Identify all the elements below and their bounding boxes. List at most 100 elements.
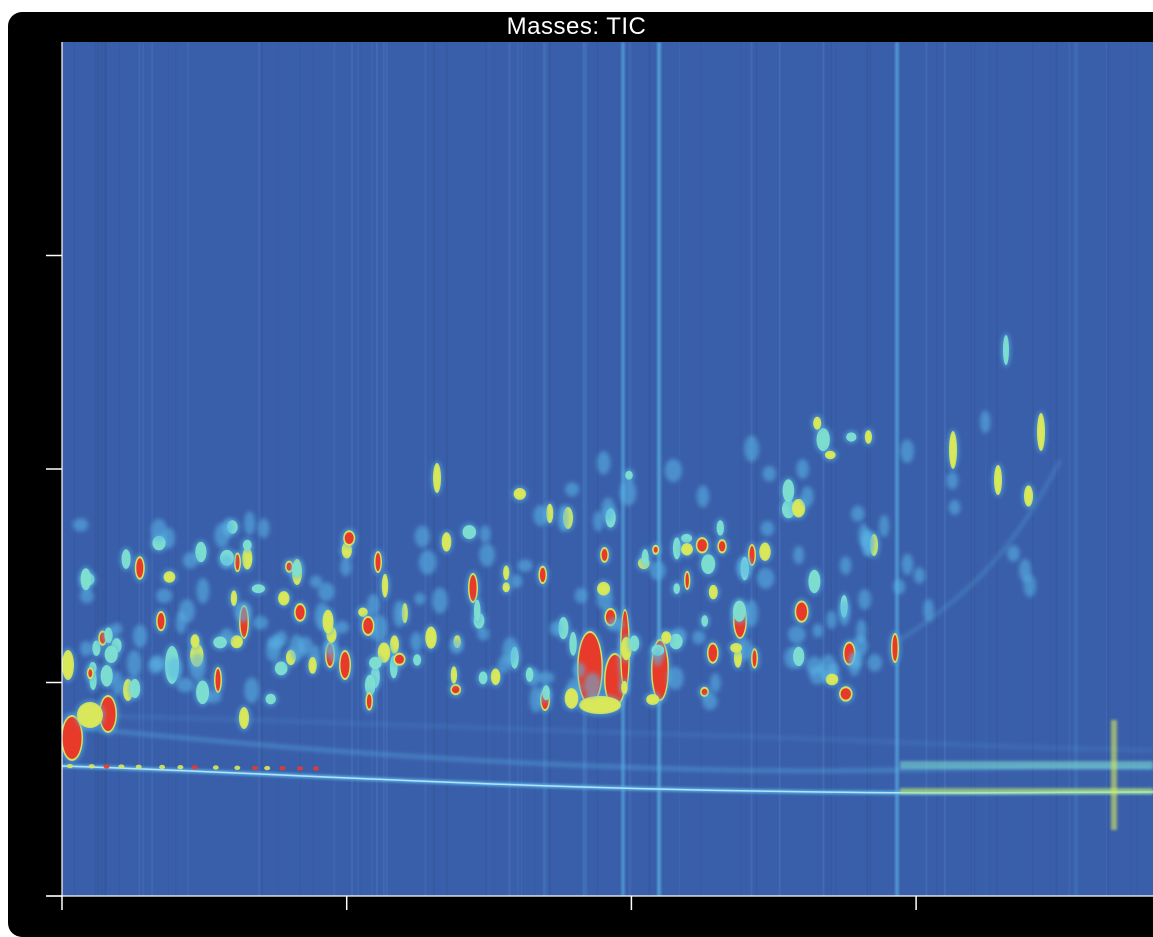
chart-title: Masses: TIC	[506, 13, 647, 40]
peak-ring	[478, 671, 488, 685]
peak-halo	[702, 692, 718, 711]
vertical-streak	[543, 42, 547, 896]
peak-core	[443, 534, 450, 550]
texture-streak	[549, 42, 551, 896]
baseline-peak	[212, 765, 219, 770]
texture-streak	[1068, 42, 1070, 896]
texture-streak	[175, 42, 177, 896]
peak-halo	[253, 615, 268, 630]
peak-halo	[756, 567, 775, 589]
peak-halo	[510, 574, 523, 589]
peak-core	[826, 452, 835, 458]
texture-streak	[1130, 42, 1132, 896]
texture-streak	[299, 42, 301, 896]
peak-ring	[413, 654, 422, 666]
peak-halo	[574, 587, 588, 604]
peak-halo	[596, 451, 611, 475]
peak-core	[539, 567, 546, 583]
baseline-peak	[88, 764, 95, 769]
texture-streak	[649, 42, 652, 896]
texture-streak	[1050, 42, 1051, 896]
peak-halo	[593, 510, 604, 532]
peak-halo	[736, 557, 752, 579]
peak-core	[100, 697, 116, 731]
peak-core	[796, 602, 807, 621]
peak-halo	[946, 471, 959, 490]
peak-halo	[1019, 558, 1032, 583]
peak-halo	[879, 514, 890, 538]
peak-ring	[274, 661, 288, 676]
peak-halo	[696, 485, 710, 508]
peak-core	[492, 670, 499, 684]
peak-halo	[274, 630, 288, 647]
texture-streak	[447, 42, 449, 896]
peak-core	[547, 505, 552, 521]
peak-halo	[80, 640, 92, 657]
vertical-streak	[657, 42, 661, 896]
peak-halo	[572, 662, 586, 678]
peak-ring	[716, 520, 724, 536]
peak-halo	[858, 589, 872, 610]
texture-streak	[509, 42, 511, 896]
peak-halo	[327, 641, 340, 663]
texture-streak	[521, 42, 522, 896]
peak-core	[434, 465, 440, 491]
peak-halo	[913, 567, 926, 584]
peak-halo	[826, 610, 837, 630]
texture-streak	[96, 42, 99, 896]
baseline-peak	[252, 765, 258, 771]
peak-halo	[366, 593, 381, 616]
baseline-peak	[67, 763, 73, 769]
peak-halo	[809, 665, 827, 685]
texture-streak	[261, 42, 264, 896]
peak-core	[622, 682, 627, 693]
peak-core	[814, 418, 820, 428]
texture-streak	[382, 42, 384, 896]
peak-core	[866, 432, 871, 442]
peak-ring	[1003, 335, 1009, 365]
texture-streak	[750, 42, 752, 896]
texture-streak	[105, 42, 107, 896]
baseline-peak	[135, 764, 142, 769]
peak-halo	[479, 543, 496, 567]
texture-streak	[755, 42, 758, 896]
peak-halo	[619, 479, 637, 506]
peak-halo	[948, 499, 961, 515]
peak-core	[749, 546, 755, 564]
peak-halo	[318, 582, 335, 602]
peak-core	[240, 709, 248, 727]
peak-core	[995, 467, 1001, 493]
peak-ring	[641, 549, 649, 567]
peak-halo	[150, 654, 165, 671]
peak-halo	[839, 556, 852, 575]
peak-core	[566, 690, 577, 707]
texture-streak	[778, 42, 781, 896]
texture-streak	[351, 42, 353, 896]
peak-core	[708, 644, 718, 662]
peak-halo	[178, 599, 195, 623]
texture-streak	[101, 42, 103, 896]
baseline-peak	[297, 766, 304, 771]
peak-halo	[565, 482, 580, 497]
peak-core	[504, 584, 509, 591]
texture-streak	[835, 42, 837, 896]
peak-core	[840, 688, 851, 700]
peak-ring	[701, 554, 716, 574]
peak-core	[78, 704, 102, 726]
peak-core	[88, 669, 93, 678]
vertical-streak	[895, 42, 899, 896]
peak-halo	[477, 627, 490, 641]
peak-core	[685, 572, 689, 588]
peak-halo	[867, 654, 883, 672]
peak-ring	[129, 678, 141, 699]
peak-ring	[121, 549, 131, 569]
vertical-streak	[1074, 42, 1078, 896]
peak-halo	[856, 619, 867, 643]
texture-streak	[582, 42, 584, 896]
texture-streak	[1106, 42, 1108, 896]
texture-streak	[485, 42, 487, 896]
peak-core	[375, 553, 381, 571]
peak-ring	[569, 631, 577, 656]
peak-halo	[479, 525, 491, 544]
peak-halo	[335, 620, 349, 634]
